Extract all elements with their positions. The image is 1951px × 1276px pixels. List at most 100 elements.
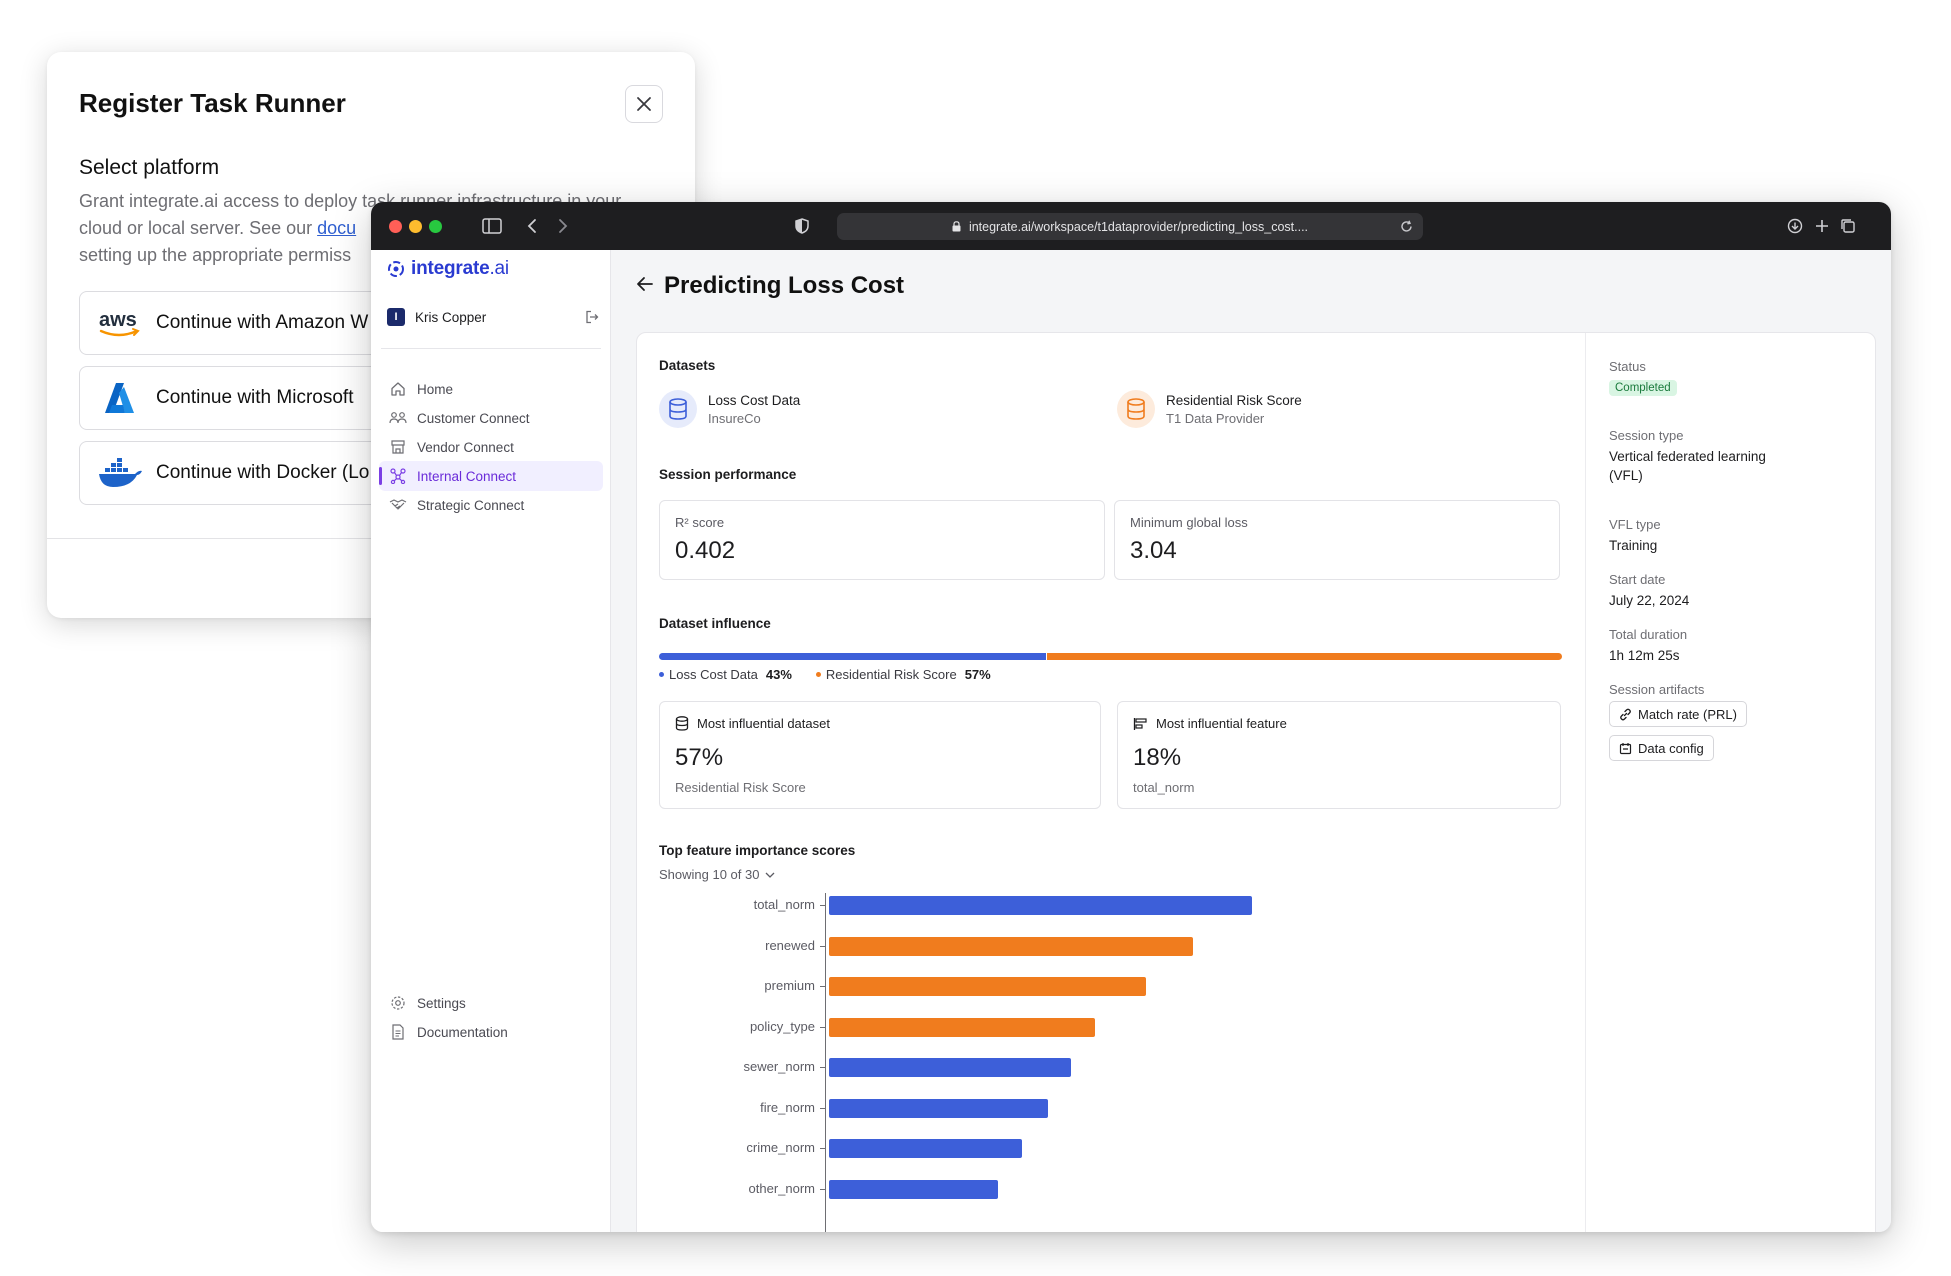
close-button[interactable] <box>625 85 663 123</box>
browser-toolbar: integrate.ai/workspace/t1dataprovider/pr… <box>371 202 1891 250</box>
close-window-button[interactable] <box>389 220 402 233</box>
docker-logo-icon <box>92 457 148 489</box>
card-label: Most influential feature <box>1156 716 1287 731</box>
r2-label: R² score <box>675 515 725 530</box>
brand-name: integrate <box>411 258 490 279</box>
user-name: Kris Copper <box>415 309 487 325</box>
sidebar-item-internal-connect[interactable]: Internal Connect <box>379 461 603 491</box>
network-icon <box>389 467 407 485</box>
sidebar-item-strategic-connect[interactable]: Strategic Connect <box>379 490 603 520</box>
modal-desc-text-2: setting up the appropriate permiss <box>79 245 352 265</box>
url-text: integrate.ai/workspace/t1dataprovider/pr… <box>968 219 1309 234</box>
influence-segment-residential <box>1047 653 1562 660</box>
status-label: Status <box>1609 359 1646 374</box>
maximize-window-button[interactable] <box>429 220 442 233</box>
sidebar-item-vendor-connect[interactable]: Vendor Connect <box>379 432 603 462</box>
datasets-heading: Datasets <box>659 358 716 373</box>
r2-score-card: R² score 0.402 <box>659 500 1105 580</box>
reload-icon[interactable] <box>1400 220 1413 233</box>
data-config-artifact-button[interactable]: Data config <box>1609 735 1714 761</box>
chart-bar[interactable] <box>829 1058 1071 1077</box>
chart-tick-label: sewer_norm <box>743 1059 815 1074</box>
dataset-item[interactable]: Residential Risk Score T1 Data Provider <box>1117 390 1302 428</box>
documentation-link[interactable]: docu <box>317 218 357 238</box>
match-rate-artifact-button[interactable]: Match rate (PRL) <box>1609 701 1747 727</box>
download-icon[interactable] <box>1785 216 1805 236</box>
artifacts-label: Session artifacts <box>1609 682 1705 697</box>
dataset-owner: T1 Data Provider <box>1166 410 1265 426</box>
sidebar-item-documentation[interactable]: Documentation <box>379 1017 603 1047</box>
modal-title: Register Task Runner <box>79 88 346 118</box>
svg-text:aws: aws <box>99 309 137 331</box>
influence-heading: Dataset influence <box>659 616 771 631</box>
chart-tick <box>820 1148 825 1149</box>
lock-icon <box>952 221 961 232</box>
chart-tick-label: crime_norm <box>746 1140 815 1155</box>
card-label: Most influential dataset <box>697 716 830 731</box>
sidebar-item-label: Home <box>417 381 454 397</box>
influence-legend: Loss Cost Data 43% Residential Risk Scor… <box>659 667 1015 682</box>
influence-segment-loss-cost <box>659 653 1048 660</box>
back-nav-icon[interactable] <box>523 216 541 236</box>
provider-label: Continue with Docker (Lo <box>156 462 370 483</box>
chart-tick-label: other_norm <box>748 1180 815 1196</box>
dataset-item[interactable]: Loss Cost Data InsureCo <box>659 390 800 428</box>
minimize-window-button[interactable] <box>409 220 422 233</box>
influence-bar <box>659 653 1562 660</box>
config-icon <box>1619 742 1632 754</box>
chart-bar[interactable] <box>829 936 1193 956</box>
chart-bar[interactable] <box>829 896 1252 915</box>
sidebar-toggle-icon[interactable] <box>481 216 503 236</box>
start-date-value: July 22, 2024 <box>1609 593 1690 608</box>
chart-bar[interactable] <box>829 1098 1048 1118</box>
most-influential-feature-card: Most influential feature 18% total_norm <box>1117 701 1561 809</box>
chart-tick-label: total_norm <box>753 897 815 912</box>
back-arrow-icon[interactable] <box>636 276 654 292</box>
chart-bar[interactable] <box>829 977 1146 996</box>
showing-dropdown[interactable]: Showing 10 of 30 <box>659 867 775 882</box>
page-title: Predicting Loss Cost <box>664 272 905 299</box>
card-value: 18% <box>1133 744 1182 771</box>
customers-icon <box>389 409 407 427</box>
link-icon <box>1620 708 1631 720</box>
privacy-shield-icon[interactable] <box>793 216 811 236</box>
legend-pct: 43% <box>765 667 792 682</box>
status-badge: Completed <box>1609 380 1677 396</box>
chart-tick <box>820 1026 825 1028</box>
handshake-icon <box>389 496 407 514</box>
store-icon <box>389 438 407 456</box>
home-icon <box>389 380 407 398</box>
chart-bar[interactable] <box>829 1179 998 1199</box>
sidebar-item-settings[interactable]: Settings <box>379 988 603 1018</box>
forward-nav-icon[interactable] <box>554 216 572 236</box>
loss-label: Minimum global loss <box>1130 515 1248 530</box>
chart-tick <box>820 1188 825 1190</box>
brand-logo[interactable]: integrate.ai <box>387 258 509 280</box>
loss-value: 3.04 <box>1130 537 1177 564</box>
artifact-label: Data config <box>1638 740 1704 756</box>
address-bar[interactable]: integrate.ai/workspace/t1dataprovider/pr… <box>837 213 1423 240</box>
tabs-overview-icon[interactable] <box>1838 216 1858 236</box>
sidebar-item-label: Documentation <box>417 1024 508 1040</box>
azure-logo-icon <box>92 381 148 415</box>
chart-axis <box>825 893 826 1232</box>
sidebar-item-label: Internal Connect <box>417 468 517 484</box>
session-type-value: Vertical federated learning (VFL) <box>1609 447 1766 485</box>
legend-label: Residential Risk Score <box>825 667 957 682</box>
legend-dot <box>659 672 664 677</box>
chart-tick <box>820 1107 825 1109</box>
database-icon <box>1117 390 1155 428</box>
user-menu[interactable]: I Kris Copper <box>387 308 599 326</box>
chart-bar[interactable] <box>829 1139 1022 1158</box>
session-type-line-1: Vertical federated learning <box>1609 449 1766 464</box>
chart-bar[interactable] <box>829 1017 1095 1037</box>
artifact-label: Match rate (PRL) <box>1638 706 1737 722</box>
legend-dot <box>815 672 821 677</box>
chart-tick-label: renewed <box>765 937 815 953</box>
logout-icon[interactable] <box>585 310 599 324</box>
brand-suffix: .ai <box>489 258 509 279</box>
sidebar-item-customer-connect[interactable]: Customer Connect <box>379 403 603 433</box>
card-value: 57% <box>675 744 724 771</box>
sidebar-item-home[interactable]: Home <box>379 374 603 404</box>
new-tab-icon[interactable] <box>1812 216 1832 236</box>
